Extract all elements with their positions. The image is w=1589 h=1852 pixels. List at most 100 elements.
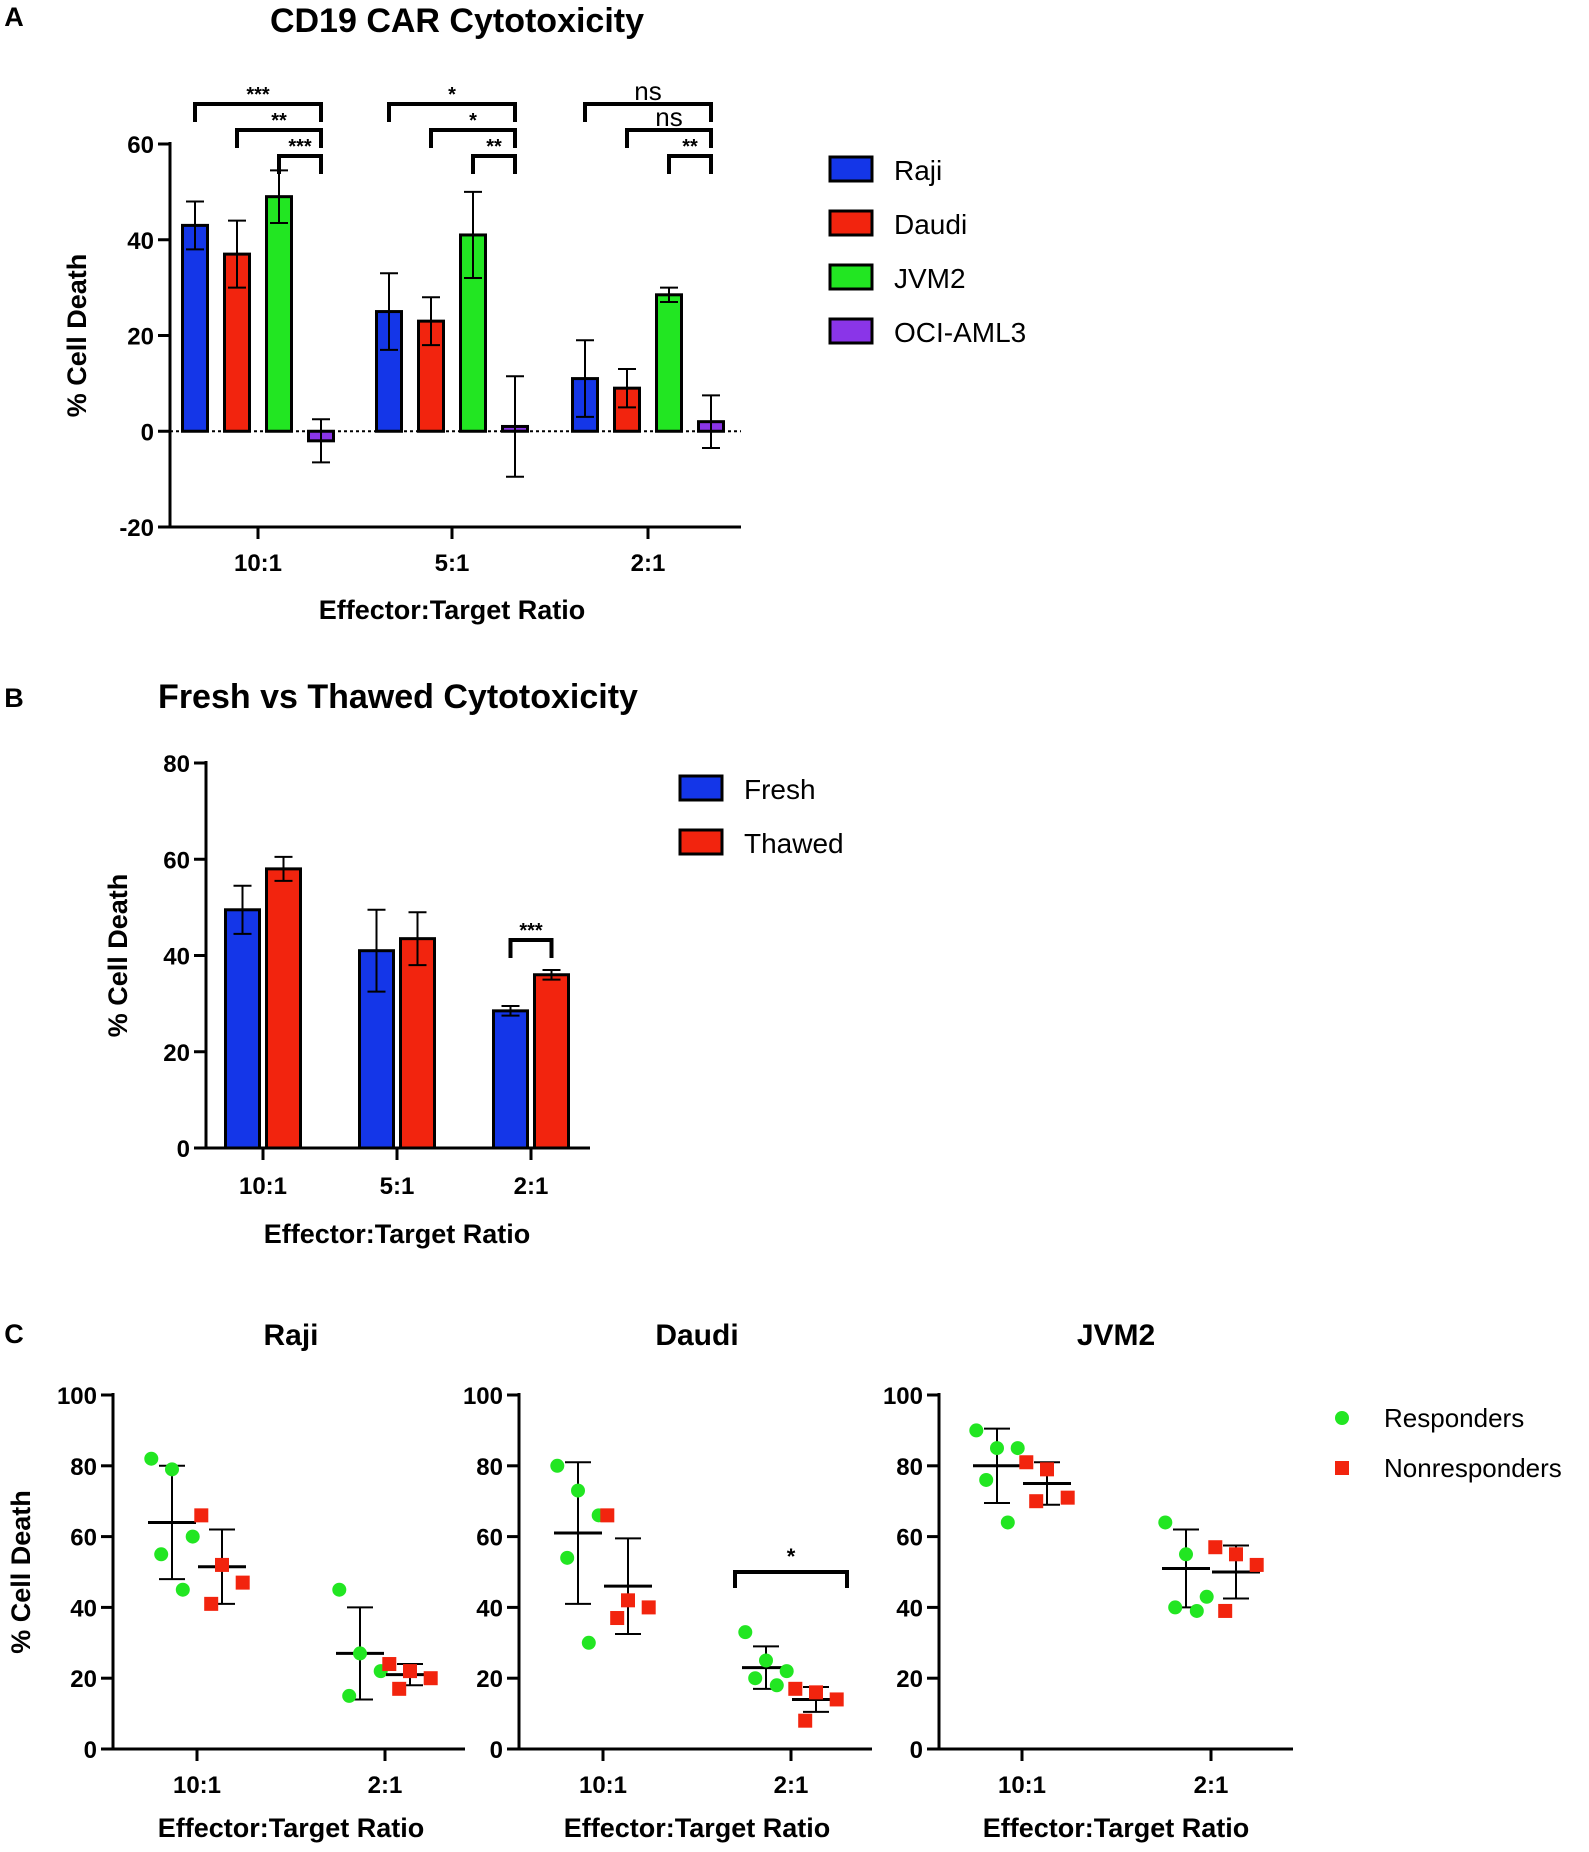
data-point	[1040, 1462, 1054, 1477]
x-tick-label: 10:1	[579, 1772, 627, 1799]
data-point	[1189, 1603, 1204, 1618]
significance-label: ***	[519, 920, 543, 942]
x-tick-label: 5:1	[435, 550, 470, 577]
significance-label: ***	[246, 84, 270, 106]
data-point	[1249, 1557, 1264, 1572]
data-point	[1060, 1490, 1075, 1505]
data-point	[144, 1451, 159, 1466]
data-point	[1010, 1441, 1025, 1456]
legend-swatch	[828, 209, 874, 237]
data-point	[382, 1657, 397, 1672]
data-point	[185, 1529, 200, 1544]
legend-marker	[1335, 1461, 1349, 1475]
x-axis-label: Effector:Target Ratio	[983, 1813, 1250, 1843]
data-point	[550, 1458, 565, 1473]
significance-bracket	[733, 1570, 849, 1588]
legend-label: JVM2	[894, 263, 966, 294]
data-point	[1158, 1515, 1173, 1530]
data-point	[990, 1441, 1004, 1456]
x-tick-label: 10:1	[998, 1772, 1046, 1799]
chart-c-1: Raji 0 20 40 60 80 100 10:1 2:1 Effector:Target R…	[6, 1319, 465, 1843]
y-tick-label: 80	[163, 751, 190, 778]
y-tick-label: 40	[896, 1595, 923, 1622]
significance-bracket	[625, 128, 713, 148]
data-point	[175, 1582, 190, 1597]
legend-swatch	[678, 774, 724, 802]
chart-title: Daudi	[655, 1319, 738, 1352]
data-point	[353, 1646, 367, 1661]
data-point	[979, 1472, 994, 1487]
data-point	[1199, 1589, 1214, 1604]
y-tick-label: 40	[163, 944, 190, 971]
significance-bracket	[387, 102, 517, 122]
significance-label: **	[271, 110, 287, 132]
data-point	[759, 1653, 773, 1668]
data-point	[641, 1600, 656, 1615]
x-tick-label: 2:1	[631, 550, 666, 577]
y-tick-label: 0	[910, 1737, 923, 1764]
chart-title: Raji	[263, 1319, 318, 1352]
data-point	[779, 1664, 794, 1679]
significance-label: ns	[634, 76, 661, 106]
y-tick-label: 60	[70, 1525, 97, 1552]
y-axis-label: % Cell Death	[103, 874, 133, 1038]
data-point	[809, 1685, 823, 1700]
x-tick-label: 5:1	[380, 1173, 415, 1200]
y-tick-label: 40	[127, 228, 154, 255]
y-tick-label: 80	[70, 1454, 97, 1481]
bar	[613, 386, 641, 433]
data-point	[1218, 1603, 1233, 1618]
panel-label-b: B	[4, 683, 24, 713]
y-tick-label: 60	[896, 1525, 923, 1552]
data-point	[165, 1462, 179, 1477]
data-point	[194, 1508, 209, 1523]
significance-label: *	[448, 84, 456, 106]
x-tick-label: 10:1	[239, 1173, 287, 1200]
y-tick-label: 100	[883, 1383, 923, 1410]
y-tick-label: -20	[119, 515, 154, 542]
significance-bracket	[429, 128, 517, 148]
legend-marker	[1335, 1411, 1349, 1425]
x-tick-label: 10:1	[234, 550, 282, 577]
significance-bracket	[508, 937, 554, 958]
bar	[265, 195, 293, 433]
significance-label: *	[469, 110, 477, 132]
data-point	[969, 1423, 984, 1438]
x-axis-label: Effector:Target Ratio	[564, 1813, 831, 1843]
x-tick-label: 2:1	[1194, 1772, 1229, 1799]
data-point	[204, 1596, 219, 1611]
bar	[265, 867, 302, 1150]
y-tick-label: 60	[163, 847, 190, 874]
significance-label: ns	[655, 102, 682, 132]
legend-label: Raji	[894, 155, 942, 186]
significance-bracket	[193, 102, 323, 122]
data-point	[1208, 1540, 1223, 1555]
legend-label: Fresh	[744, 774, 816, 805]
data-point	[1179, 1547, 1193, 1562]
data-point	[1029, 1494, 1044, 1509]
y-tick-label: 0	[141, 419, 154, 446]
y-tick-label: 20	[476, 1666, 503, 1693]
y-tick-label: 40	[70, 1595, 97, 1622]
y-tick-label: 60	[127, 132, 154, 159]
x-tick-label: 2:1	[774, 1772, 809, 1799]
legend-swatch	[678, 828, 724, 856]
legend-swatch	[828, 317, 874, 345]
chart-c-2: Daudi 0 20 40 60 80 100 10:1 2:1 Effector:Target …	[463, 1319, 872, 1843]
legend-label: Thawed	[744, 828, 844, 859]
data-point	[769, 1678, 784, 1693]
bar	[181, 223, 209, 433]
x-tick-label: 2:1	[514, 1173, 549, 1200]
chart-title: CD19 CAR Cytotoxicity	[270, 2, 644, 40]
bar	[492, 1009, 529, 1150]
x-axis-label: Effector:Target Ratio	[319, 595, 586, 625]
data-point	[610, 1611, 625, 1626]
legend-label: Daudi	[894, 209, 967, 240]
data-point	[1000, 1515, 1015, 1530]
data-point	[215, 1557, 229, 1572]
significance-bracket	[471, 154, 517, 174]
data-point	[332, 1582, 347, 1597]
legend-swatch	[828, 155, 874, 183]
y-tick-label: 20	[896, 1666, 923, 1693]
data-point	[571, 1483, 585, 1498]
